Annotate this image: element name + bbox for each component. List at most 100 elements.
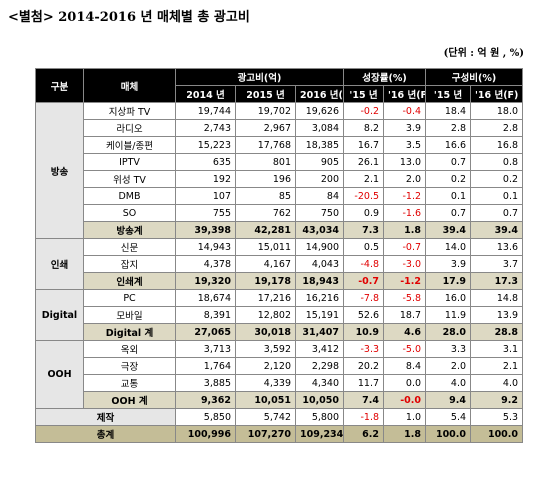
value-cell: 1,764 (175, 357, 236, 375)
value-cell: 9.2 (470, 391, 524, 409)
group-cell: OOH (35, 340, 84, 409)
header-cell: 구성비(%) (425, 68, 524, 86)
value-cell: -1.2 (383, 272, 427, 290)
data-row: 케이블/종편 15,223 17,768 18,385 16.7 3.5 16.6 16.8 (36, 136, 524, 154)
medium-cell: 극장 (83, 357, 176, 375)
value-cell: 1.8 (383, 425, 427, 443)
header-cell: 2014 년 (175, 85, 236, 103)
ad-spend-table: 구분 매체 광고비(억) 성장률(%) 구성비(%) 2014 년 2015 년 2016 년… (35, 68, 524, 443)
header-cell: 2016 년(F) (294, 85, 345, 103)
value-cell: 3,713 (175, 340, 236, 358)
value-cell: 5.4 (425, 408, 472, 426)
data-row: 인쇄 신문 14,943 15,011 14,900 0.5 -0.7 14.0 13.6 (35, 238, 524, 290)
medium-cell: 옥외 (83, 340, 176, 358)
value-cell: 12,802 (235, 306, 296, 324)
value-cell: 100,996 (175, 425, 236, 443)
header-row: 구분 매체 광고비(억) 성장률(%) 구성비(%) (35, 68, 524, 103)
value-cell: 100.0 (425, 425, 472, 443)
value-cell: 8.2 (343, 119, 385, 137)
value-cell: 19,744 (175, 102, 236, 120)
header-cell: 2015 년 (235, 85, 296, 103)
data-row: 교통 3,885 4,339 4,340 11.7 0.0 4.0 4.0 (36, 374, 524, 392)
value-cell: 4,339 (235, 374, 296, 392)
value-cell: 0.2 (425, 170, 472, 188)
value-cell: 13.0 (383, 153, 427, 171)
header-cell: 성장률(%) (343, 68, 427, 86)
header-cell: '15 년 (425, 85, 472, 103)
value-cell: 15,011 (235, 238, 296, 256)
value-cell: 3.5 (383, 136, 427, 154)
value-cell: 85 (235, 187, 296, 205)
data-row: Digital PC 18,674 17,216 16,216 -7.8 -5.8 16.0 1… (35, 289, 524, 341)
value-cell: 109,234 (294, 425, 345, 443)
value-cell: 26.1 (343, 153, 385, 171)
value-cell: 100.0 (470, 425, 524, 443)
data-row: 제작 5,850 5,742 5,800 -1.8 1.0 5.4 5.3 (35, 408, 524, 426)
value-cell: -1.8 (343, 408, 385, 426)
value-cell: 107,270 (235, 425, 296, 443)
value-cell: 4,340 (294, 374, 345, 392)
subtotal-row: OOH 계 9,362 10,051 10,050 7.4 -0.0 9.4 9.2 (36, 391, 524, 409)
medium-cell: DMB (83, 187, 176, 205)
value-cell: 42,281 (235, 221, 296, 239)
value-cell: 17.9 (425, 272, 472, 290)
value-cell: 3.3 (425, 340, 472, 358)
value-cell: -5.8 (383, 289, 427, 307)
value-cell: -3.3 (343, 340, 385, 358)
value-cell: 0.0 (383, 374, 427, 392)
medium-cell: 라디오 (83, 119, 176, 137)
value-cell: 10,051 (235, 391, 296, 409)
value-cell: 10.9 (343, 323, 385, 341)
value-cell: 1.8 (383, 221, 427, 239)
value-cell: 2.8 (470, 119, 524, 137)
value-cell: 2.1 (470, 357, 524, 375)
value-cell: 31,407 (294, 323, 345, 341)
header-cell: 광고비(억) (174, 68, 345, 86)
value-cell: 18.7 (383, 306, 427, 324)
header-cell: '16 년(F) (383, 85, 427, 103)
value-cell: 0.7 (470, 204, 524, 222)
value-cell: 9,362 (175, 391, 236, 409)
value-cell: 7.4 (343, 391, 385, 409)
data-row: SO 755 762 750 0.9 -1.6 0.7 0.7 (36, 204, 524, 222)
value-cell: 14,943 (175, 238, 236, 256)
header-cell: '15 년 (343, 85, 385, 103)
value-cell: 18,674 (175, 289, 236, 307)
value-cell: 13.6 (470, 238, 524, 256)
value-cell: 107 (175, 187, 236, 205)
data-row: DMB 107 85 84 -20.5 -1.2 0.1 0.1 (36, 187, 524, 205)
medium-cell: 인쇄계 (83, 272, 176, 290)
subtotal-row: Digital 계 27,065 30,018 31,407 10.9 4.6 28.0 28… (36, 323, 524, 341)
value-cell: 10,050 (294, 391, 345, 409)
value-cell: 0.7 (425, 204, 472, 222)
value-cell: 4.0 (470, 374, 524, 392)
value-cell: 750 (294, 204, 345, 222)
value-cell: 3,084 (294, 119, 345, 137)
value-cell: 20.2 (343, 357, 385, 375)
value-cell: -0.7 (383, 238, 427, 256)
data-row: 극장 1,764 2,120 2,298 20.2 8.4 2.0 2.1 (36, 357, 524, 375)
data-row: 잡지 4,378 4,167 4,043 -4.8 -3.0 3.9 3.7 (36, 255, 524, 273)
value-cell: 5,742 (235, 408, 296, 426)
value-cell: 17,768 (235, 136, 296, 154)
medium-cell: 신문 (83, 238, 176, 256)
value-cell: 2.0 (383, 170, 427, 188)
value-cell: 4,043 (294, 255, 345, 273)
value-cell: 3.1 (470, 340, 524, 358)
value-cell: -0.2 (343, 102, 385, 120)
value-cell: 14.8 (470, 289, 524, 307)
value-cell: 2.0 (425, 357, 472, 375)
value-cell: 3.9 (383, 119, 427, 137)
value-cell: 0.7 (425, 153, 472, 171)
value-cell: -1.2 (383, 187, 427, 205)
medium-cell: 잡지 (83, 255, 176, 273)
value-cell: -1.6 (383, 204, 427, 222)
value-cell: 13.9 (470, 306, 524, 324)
value-cell: 0.1 (425, 187, 472, 205)
group-cell: 방송 (35, 102, 84, 239)
value-cell: 196 (235, 170, 296, 188)
medium-cell: 방송계 (83, 221, 176, 239)
value-cell: -20.5 (343, 187, 385, 205)
value-cell: 17,216 (235, 289, 296, 307)
